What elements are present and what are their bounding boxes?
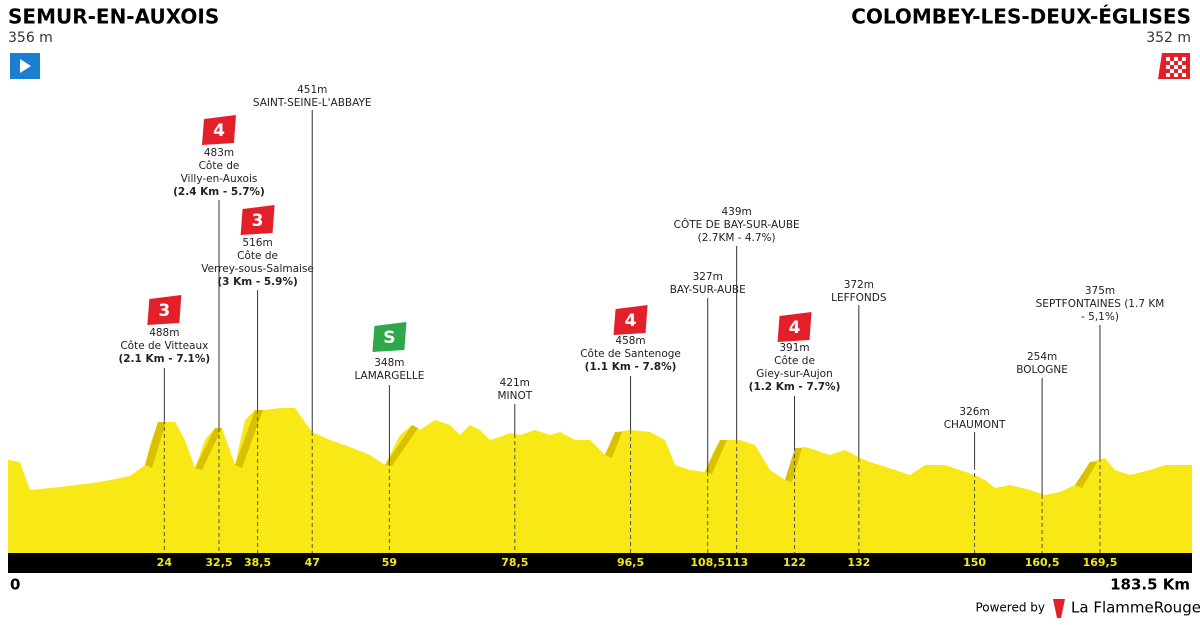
- point-detail: (2.7KM - 4.7%): [698, 232, 776, 244]
- km-label: 108,5: [690, 556, 725, 569]
- point-altitude: 326m: [959, 406, 989, 418]
- category-badge: 3: [240, 205, 275, 235]
- profile: [8, 408, 1192, 553]
- km-label: 47: [305, 556, 320, 569]
- km-label: 24: [157, 556, 173, 569]
- point-altitude: 458m: [615, 335, 645, 347]
- point-detail: (2.1 Km - 7.1%): [118, 353, 210, 365]
- finish-altitude: 352 m: [1146, 30, 1191, 46]
- point-name: Côte de: [774, 355, 815, 367]
- category-badge: 3: [147, 295, 182, 325]
- point-altitude: 254m: [1027, 351, 1057, 363]
- point-name: SEPTFONTAINES (1.7 KM: [1036, 298, 1165, 310]
- km-label: 78,5: [501, 556, 528, 569]
- km-label: 150: [963, 556, 986, 569]
- point-altitude: 439m: [722, 206, 752, 218]
- powered-by: Powered by: [975, 601, 1045, 615]
- point-name: Côte de Santenoge: [580, 348, 681, 360]
- km-strip: [8, 553, 1192, 573]
- km-end: 183.5 Km: [1110, 576, 1190, 594]
- point-detail: (1.2 Km - 7.7%): [749, 381, 841, 393]
- km-label: 160,5: [1025, 556, 1060, 569]
- brand-logo: [1053, 599, 1065, 618]
- badge-label: 3: [252, 211, 264, 231]
- start-icon: [10, 53, 40, 79]
- point-name: LEFFONDS: [831, 292, 887, 304]
- category-badge: 4: [613, 305, 648, 335]
- category-badge: S: [372, 322, 407, 352]
- badge-shape: [240, 205, 275, 235]
- km-label: 113: [725, 556, 748, 569]
- badge-shape: [372, 322, 407, 352]
- point-altitude: 327m: [693, 271, 723, 283]
- point-name: LAMARGELLE: [354, 370, 424, 382]
- km-label: 169,5: [1083, 556, 1118, 569]
- category-badge: 4: [777, 312, 812, 342]
- start-name: SEMUR-EN-AUXOIS: [8, 5, 219, 29]
- finish-name: COLOMBEY-LES-DEUX-ÉGLISES: [851, 5, 1191, 29]
- point-name: CÔTE DE BAY-SUR-AUBE: [674, 218, 800, 231]
- point-name: Côte de: [237, 250, 278, 262]
- badge-label: 4: [625, 311, 637, 331]
- point-name: Côte de: [199, 160, 240, 172]
- point-name: SAINT-SEINE-L'ABBAYE: [253, 97, 372, 109]
- badge-shape: [613, 305, 648, 335]
- point-altitude: 488m: [149, 327, 179, 339]
- km-label: 96,5: [617, 556, 644, 569]
- km-label: 132: [847, 556, 870, 569]
- point-name: Verrey-sous-Salmaise: [201, 263, 314, 275]
- km-label: 59: [382, 556, 397, 569]
- point-altitude: 421m: [500, 377, 530, 389]
- km-start: 0: [10, 576, 20, 594]
- point-name: Giey-sur-Aujon: [756, 368, 833, 380]
- point-detail: (2.4 Km - 5.7%): [173, 186, 265, 198]
- brand: La FlammeRouge: [1071, 599, 1200, 617]
- point-detail: (1.1 Km - 7.8%): [585, 361, 677, 373]
- badge-shape: [777, 312, 812, 342]
- point-name: - 5,1%): [1081, 311, 1119, 323]
- climb-shading: [145, 410, 1097, 488]
- badge-label: 3: [158, 301, 170, 321]
- km-label: 38,5: [244, 556, 271, 569]
- point-name: CHAUMONT: [944, 419, 1006, 431]
- point-name: MINOT: [497, 390, 532, 402]
- category-badge: 4: [201, 115, 236, 145]
- start-altitude: 356 m: [8, 30, 53, 46]
- badge-label: 4: [789, 318, 801, 338]
- point-altitude: 348m: [374, 357, 404, 369]
- point-altitude: 375m: [1085, 285, 1115, 297]
- km-label: 32,5: [205, 556, 232, 569]
- finish-icon: [1158, 53, 1190, 79]
- badge-shape: [147, 295, 182, 325]
- badge-label: 4: [213, 121, 225, 141]
- point-name: Côte de Vitteaux: [120, 340, 208, 352]
- point-name: BAY-SUR-AUBE: [670, 284, 746, 296]
- point-name: BOLOGNE: [1016, 364, 1068, 376]
- point-name: Villy-en-Auxois: [181, 173, 258, 185]
- badge-shape: [201, 115, 236, 145]
- point-detail: (3 Km - 5.9%): [217, 276, 297, 288]
- point-altitude: 451m: [297, 84, 327, 96]
- point-altitude: 372m: [844, 279, 874, 291]
- km-label: 122: [783, 556, 806, 569]
- badge-label: S: [383, 328, 395, 348]
- point-altitude: 516m: [242, 237, 272, 249]
- point-altitude: 391m: [779, 342, 809, 354]
- point-altitude: 483m: [204, 147, 234, 159]
